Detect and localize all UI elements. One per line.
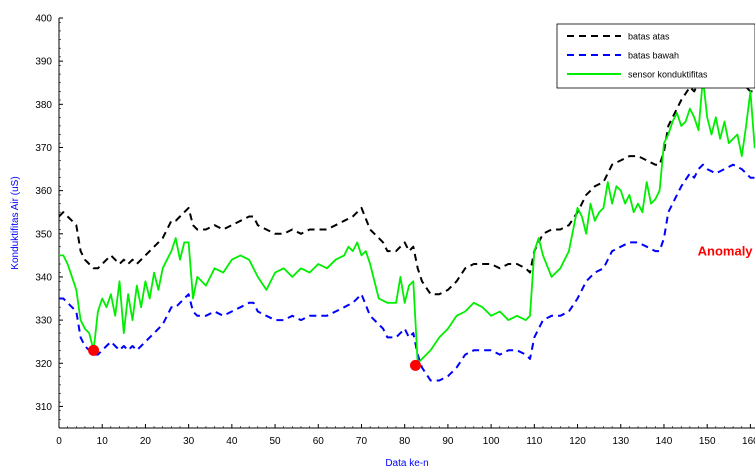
y-tick-label: 360	[35, 186, 52, 197]
x-axis-label: Data ke-n	[385, 458, 428, 469]
x-tick-label: 40	[226, 436, 238, 447]
y-tick-label: 400	[35, 14, 52, 25]
x-tick-label: 60	[313, 436, 325, 447]
series-line-batas-atas	[59, 78, 755, 294]
x-tick-label: 90	[442, 436, 454, 447]
y-axis-label: Konduktifitas Air (uS)	[10, 176, 21, 269]
y-tick-label: 310	[35, 402, 52, 413]
y-tick-label: 330	[35, 316, 52, 327]
x-tick-label: 70	[356, 436, 368, 447]
y-tick-label: 320	[35, 359, 52, 370]
y-tick-label: 390	[35, 57, 52, 68]
legend-label: batas atas	[628, 32, 670, 42]
x-tick-label: 100	[483, 436, 500, 447]
x-tick-label: 30	[183, 436, 195, 447]
x-tick-label: 150	[699, 436, 716, 447]
series-line-sensor-konduktifitas	[59, 78, 755, 363]
x-tick-label: 50	[269, 436, 281, 447]
y-tick-label: 380	[35, 100, 52, 111]
legend-label: batas bawah	[628, 51, 679, 61]
legend-label: sensor konduktifitas	[628, 70, 708, 80]
x-tick-label: 160	[742, 436, 755, 447]
anomaly-marker	[88, 345, 99, 356]
anomaly-label: Anomaly	[698, 243, 754, 258]
x-tick-label: 120	[569, 436, 586, 447]
x-tick-label: 20	[140, 436, 152, 447]
anomaly-marker	[410, 360, 421, 371]
x-tick-label: 0	[56, 436, 62, 447]
y-tick-label: 370	[35, 143, 52, 154]
x-tick-label: 110	[526, 436, 542, 447]
x-tick-label: 10	[97, 436, 109, 447]
y-tick-label: 340	[35, 272, 52, 283]
x-tick-label: 140	[656, 436, 673, 447]
x-tick-label: 130	[612, 436, 629, 447]
y-tick-label: 350	[35, 229, 52, 240]
x-tick-label: 80	[399, 436, 411, 447]
